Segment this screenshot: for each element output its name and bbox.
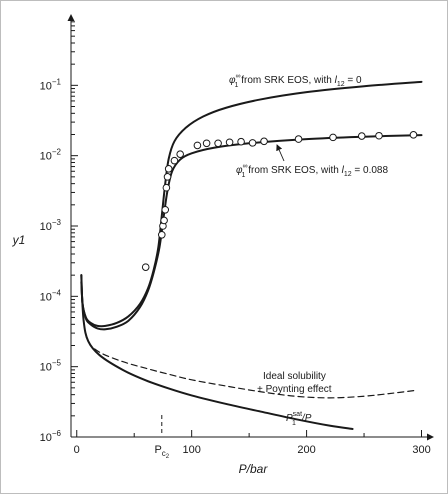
pc2-label: Pc2 bbox=[154, 444, 169, 460]
annotation-arrow bbox=[276, 144, 285, 162]
x-tick-label: 100 bbox=[182, 444, 200, 456]
experimental-point bbox=[157, 230, 166, 239]
y-axis-title: y1 bbox=[12, 233, 26, 247]
experimental-point bbox=[248, 139, 257, 147]
experimental-point bbox=[176, 150, 184, 158]
experimental-point bbox=[375, 131, 383, 140]
experimental-point bbox=[141, 263, 150, 271]
x-tick-label: 300 bbox=[412, 444, 430, 456]
experimental-point bbox=[214, 139, 222, 148]
experimental-point bbox=[162, 183, 171, 192]
annotations: φ∞ 1 from SRK EOS, with l12 = 0 φ∞ 1 from … bbox=[229, 73, 388, 427]
experimental-point bbox=[357, 132, 366, 140]
experimental-point bbox=[225, 138, 234, 147]
experimental-point bbox=[170, 156, 179, 165]
y-tick-label: 10−3 bbox=[40, 218, 62, 233]
y-tick-label: 10−6 bbox=[40, 429, 62, 444]
x-tick-label: 200 bbox=[297, 444, 315, 456]
annotation-psat: Psat 1/P bbox=[286, 411, 312, 427]
experimental-point bbox=[163, 173, 172, 181]
series-ideal-poynting bbox=[80, 281, 417, 399]
pc2-marker: Pc2 bbox=[154, 415, 170, 460]
experimental-point bbox=[161, 205, 170, 214]
series-srk-l12-0 bbox=[80, 80, 423, 328]
experimental-point bbox=[409, 131, 418, 139]
experimental-point bbox=[294, 135, 303, 143]
x-tick-labels: 0 100 200 300 bbox=[74, 444, 431, 456]
y-tick-label: 10−1 bbox=[40, 77, 62, 92]
annotation-ideal-line1: Ideal solubility bbox=[263, 371, 326, 382]
experimental-point bbox=[329, 133, 337, 142]
experimental-point bbox=[202, 139, 211, 148]
y-tick-labels: 10−6 10−5 10−4 10−3 10−2 10−1 bbox=[40, 77, 62, 444]
series-layer bbox=[80, 80, 423, 430]
x-tick-label: 0 bbox=[74, 444, 80, 456]
annotation-srk-l12-0088: φ∞ 1 from SRK EOS, with l12 = 0.088 bbox=[236, 163, 388, 179]
y-tick-label: 10−2 bbox=[40, 148, 62, 163]
tick-marks bbox=[71, 21, 423, 438]
experimental-point bbox=[260, 137, 268, 146]
experimental-point bbox=[160, 216, 168, 225]
experimental-points bbox=[141, 131, 418, 271]
y-tick-label: 10−4 bbox=[40, 288, 62, 303]
annotation-srk-l12-0: φ∞ 1 from SRK EOS, with l12 = 0 bbox=[229, 73, 362, 89]
annotation-ideal-line2: + Poynting effect bbox=[257, 384, 332, 395]
experimental-point bbox=[237, 137, 245, 146]
series-psat-over-p bbox=[80, 280, 354, 430]
experimental-point bbox=[164, 165, 173, 173]
x-axis-title: P/bar bbox=[239, 462, 269, 476]
y-tick-label: 10−5 bbox=[40, 359, 62, 374]
experimental-point bbox=[193, 141, 202, 150]
